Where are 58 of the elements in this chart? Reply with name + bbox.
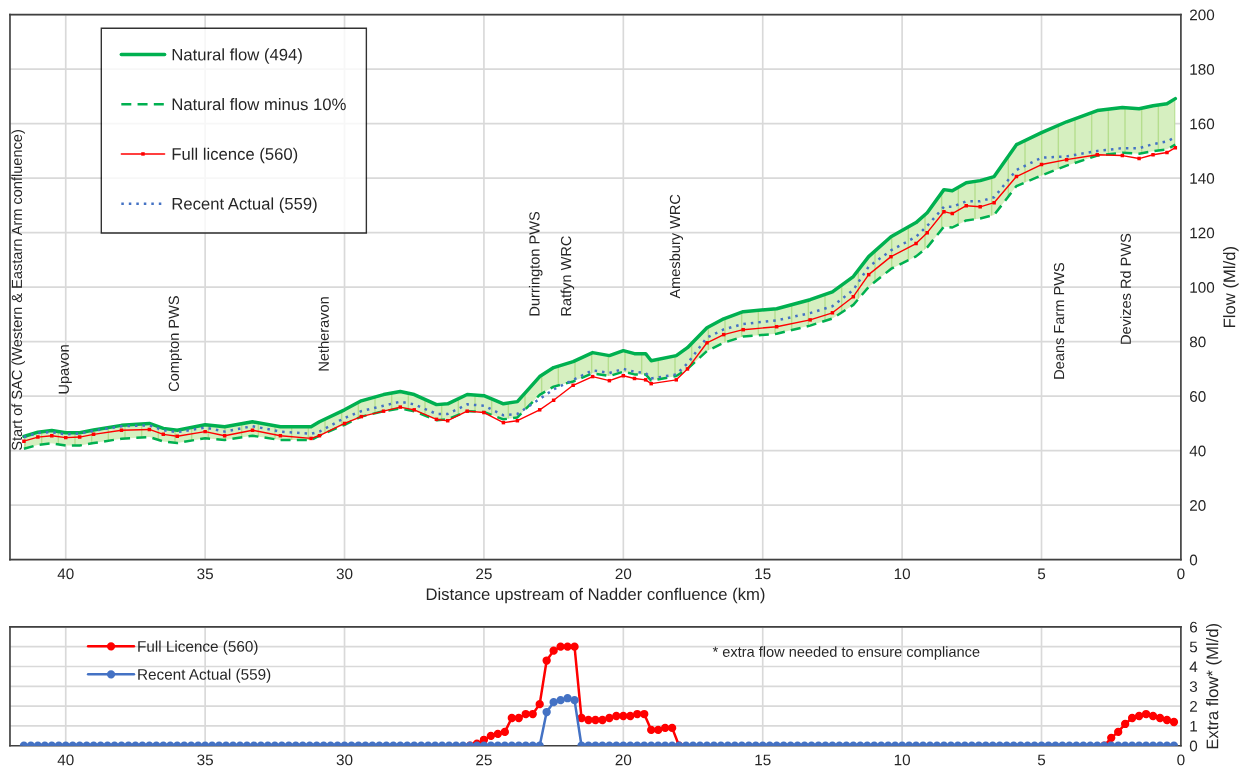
y-tick-label: 1 xyxy=(1190,720,1197,732)
annotation: Upavon xyxy=(58,345,72,394)
legend-label: Natural flow (494) xyxy=(172,48,302,64)
x-tick-label: 5 xyxy=(1037,754,1046,766)
point xyxy=(570,642,579,651)
y-tick-label: 3 xyxy=(1189,681,1198,692)
x-tick-label: 10 xyxy=(894,754,911,766)
legend-label: Natural flow minus 10% xyxy=(172,98,346,111)
y-tick-label: 160 xyxy=(1190,118,1215,130)
annotation: Devizes Rd PWS xyxy=(1120,233,1131,344)
x-tick-label: 25 xyxy=(476,568,492,580)
y-tick-label: 2 xyxy=(1190,700,1197,712)
annotation: * extra flow needed to ensure compliance xyxy=(712,646,980,660)
annotation: Durrington PWS xyxy=(528,211,543,316)
y-tick-label: 6 xyxy=(1190,621,1198,633)
annotation: Compton PWS xyxy=(168,296,182,392)
y-tick-label: 80 xyxy=(1189,336,1206,348)
legend-label: Recent Actual (559) xyxy=(138,668,271,683)
x-tick-label: 30 xyxy=(336,754,353,766)
x-tick-label: 15 xyxy=(755,754,771,766)
x-tick-label: 5 xyxy=(1037,568,1046,580)
x-axis-title: Distance upstream of Nadder confluence (km) xyxy=(426,587,765,604)
y-tick-label: 100 xyxy=(1190,282,1215,293)
y-axis-title: Extra flow* (Ml/d) xyxy=(1206,623,1222,749)
x-tick-label: 35 xyxy=(197,568,213,580)
y-tick-label: 4 xyxy=(1189,661,1198,673)
y-tick-label: 140 xyxy=(1190,173,1215,184)
x-tick-label: 40 xyxy=(57,568,74,580)
annotation: Amesbury WRC xyxy=(669,194,684,299)
annotation: Deans Farm PWS xyxy=(1053,263,1065,379)
y-tick-label: 40 xyxy=(1189,445,1206,457)
annotation: Ratfyn WRC xyxy=(560,236,575,316)
point xyxy=(549,646,558,655)
legend-label: Recent Actual (559) xyxy=(172,197,317,213)
point xyxy=(542,656,551,665)
y-tick-label: 120 xyxy=(1190,227,1215,239)
legend-label: Full Licence (560) xyxy=(138,640,258,655)
y-tick-label: 0 xyxy=(1189,554,1198,566)
y-tick-label: 180 xyxy=(1190,64,1215,75)
x-tick-label: 40 xyxy=(57,754,74,766)
x-tick-label: 30 xyxy=(336,568,353,580)
y-tick-label: 0 xyxy=(1189,740,1198,752)
x-tick-label: 20 xyxy=(615,754,632,766)
y-tick-label: 5 xyxy=(1189,641,1198,653)
x-tick-label: 10 xyxy=(894,568,911,580)
x-tick-label: 25 xyxy=(476,754,492,766)
x-tick-label: 0 xyxy=(1177,568,1185,580)
annotation: Netheravon xyxy=(318,297,329,371)
legend-label: Full licence (560) xyxy=(172,147,298,164)
annotation: Start of SAC (Western & Eastarn Arm confluence) xyxy=(11,130,25,451)
x-tick-label: 35 xyxy=(197,754,213,766)
y-tick-label: 60 xyxy=(1190,391,1206,402)
y-tick-label: 20 xyxy=(1190,500,1206,511)
y-tick-label: 200 xyxy=(1190,9,1215,21)
x-tick-label: 0 xyxy=(1177,754,1185,766)
x-tick-label: 15 xyxy=(755,568,771,580)
x-tick-label: 20 xyxy=(615,568,632,580)
y-axis-title: Flow (Ml/d) xyxy=(1223,247,1239,328)
